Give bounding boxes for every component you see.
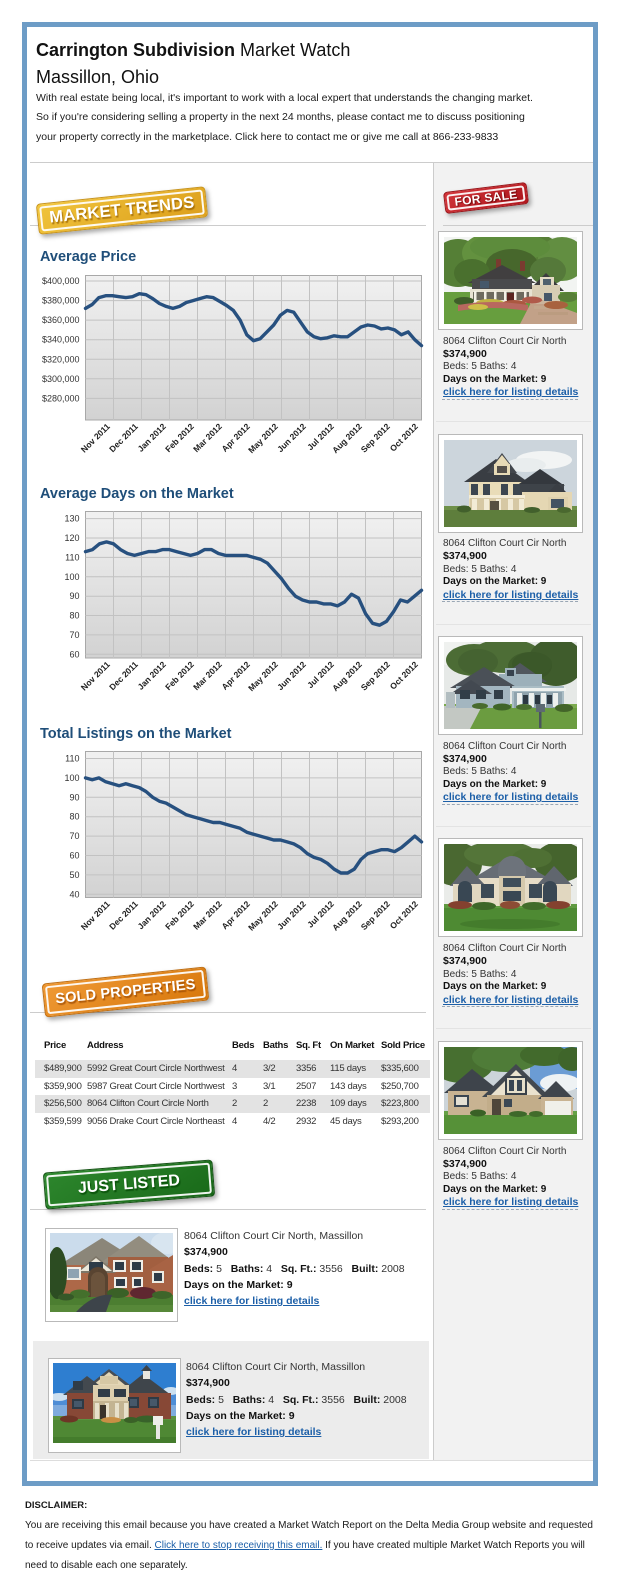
svg-text:Jun 2012: Jun 2012 bbox=[275, 899, 308, 932]
svg-text:Jan 2012: Jan 2012 bbox=[135, 421, 168, 454]
svg-text:Oct 2012: Oct 2012 bbox=[388, 899, 420, 931]
svg-text:Dec 2011: Dec 2011 bbox=[107, 659, 140, 692]
svg-text:Nov 2011: Nov 2011 bbox=[79, 421, 112, 454]
svg-text:May 2012: May 2012 bbox=[246, 659, 280, 693]
svg-text:Jun 2012: Jun 2012 bbox=[275, 659, 308, 692]
svg-text:80: 80 bbox=[69, 812, 79, 822]
svg-text:Dec 2011: Dec 2011 bbox=[107, 421, 140, 454]
svg-text:Oct 2012: Oct 2012 bbox=[388, 421, 420, 453]
svg-text:Mar 2012: Mar 2012 bbox=[191, 899, 224, 932]
svg-text:100: 100 bbox=[64, 773, 79, 783]
svg-text:May 2012: May 2012 bbox=[246, 421, 280, 455]
svg-text:May 2012: May 2012 bbox=[246, 899, 280, 933]
svg-text:$300,000: $300,000 bbox=[42, 374, 80, 384]
svg-text:Mar 2012: Mar 2012 bbox=[191, 421, 224, 454]
svg-text:$320,000: $320,000 bbox=[42, 354, 80, 364]
svg-text:$280,000: $280,000 bbox=[42, 393, 80, 403]
svg-text:Dec 2011: Dec 2011 bbox=[107, 899, 140, 932]
svg-text:Sep 2012: Sep 2012 bbox=[359, 659, 392, 692]
svg-text:Nov 2011: Nov 2011 bbox=[79, 659, 112, 692]
svg-text:Feb 2012: Feb 2012 bbox=[163, 659, 196, 692]
svg-text:Aug 2012: Aug 2012 bbox=[330, 899, 364, 933]
svg-text:Nov 2011: Nov 2011 bbox=[79, 899, 112, 932]
svg-text:70: 70 bbox=[69, 831, 79, 841]
svg-text:Jun 2012: Jun 2012 bbox=[275, 421, 308, 454]
svg-text:$400,000: $400,000 bbox=[42, 276, 80, 286]
svg-text:Aug 2012: Aug 2012 bbox=[330, 421, 364, 455]
svg-text:Jan 2012: Jan 2012 bbox=[135, 899, 168, 932]
svg-text:Feb 2012: Feb 2012 bbox=[163, 421, 196, 454]
svg-text:Jan 2012: Jan 2012 bbox=[135, 659, 168, 692]
svg-text:Mar 2012: Mar 2012 bbox=[191, 659, 224, 692]
svg-text:70: 70 bbox=[69, 630, 79, 640]
svg-text:80: 80 bbox=[69, 611, 79, 621]
svg-text:100: 100 bbox=[64, 572, 79, 582]
svg-text:Sep 2012: Sep 2012 bbox=[359, 899, 392, 932]
svg-text:90: 90 bbox=[69, 591, 79, 601]
svg-text:Sep 2012: Sep 2012 bbox=[359, 421, 392, 454]
svg-text:50: 50 bbox=[69, 870, 79, 880]
svg-text:60: 60 bbox=[69, 649, 79, 659]
svg-text:90: 90 bbox=[69, 792, 79, 802]
svg-text:$340,000: $340,000 bbox=[42, 335, 80, 345]
svg-text:130: 130 bbox=[64, 514, 79, 524]
svg-text:Oct 2012: Oct 2012 bbox=[388, 659, 420, 691]
svg-text:Aug 2012: Aug 2012 bbox=[330, 659, 364, 693]
svg-text:$380,000: $380,000 bbox=[42, 296, 80, 306]
svg-text:120: 120 bbox=[64, 533, 79, 543]
svg-text:40: 40 bbox=[69, 889, 79, 899]
svg-text:110: 110 bbox=[65, 754, 79, 764]
svg-text:110: 110 bbox=[65, 552, 79, 562]
svg-text:60: 60 bbox=[69, 851, 79, 861]
svg-text:Feb 2012: Feb 2012 bbox=[163, 899, 196, 932]
svg-text:$360,000: $360,000 bbox=[42, 315, 80, 325]
